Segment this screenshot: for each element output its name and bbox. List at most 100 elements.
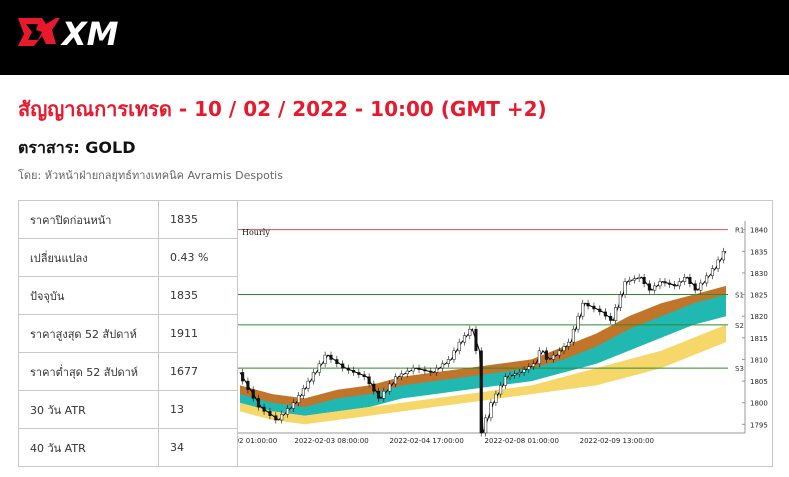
candle-body [317, 363, 321, 373]
candle-body [311, 372, 315, 382]
candle-body [352, 370, 356, 373]
candle-body [576, 315, 580, 330]
candle-body [246, 380, 250, 390]
x-tick-label: 2022-02-04 17:00:00 [389, 437, 463, 445]
candle-body [399, 373, 403, 378]
author-byline: โดย: หัวหน้าฝ่ายกลยุทธ์ทางเทคนิค Avramis… [18, 169, 283, 182]
stat-label: 40 วัน ATR [18, 428, 159, 467]
y-tick-label: 1805 [750, 378, 768, 386]
x-tick-label: 2022-02-03 08:00:00 [294, 437, 368, 445]
candle-body [474, 328, 478, 352]
candle-body [372, 383, 376, 392]
candle-body [376, 390, 381, 399]
stat-value: 1677 [158, 352, 238, 391]
candle-body [614, 307, 618, 321]
candle-body [531, 363, 536, 367]
candle-body [494, 393, 498, 403]
table-row: ปัจจุบัน 1835 [18, 276, 238, 315]
candle-body [362, 374, 366, 378]
y-tick-label: 1820 [750, 313, 768, 321]
candle-body [357, 372, 361, 375]
stat-value: 1835 [158, 276, 238, 315]
candle-body [598, 308, 602, 313]
level-label-s2: S2 [735, 322, 744, 330]
candle-body [537, 350, 541, 365]
candle-body [603, 311, 607, 317]
stats-table: ราคาปิดก่อนหน้า 1835 เปลี่ยนแปลง 0.43 % ปั… [18, 200, 238, 467]
candle-body [513, 373, 517, 376]
table-row: ราคาต่ำสุด 52 สัปดาห์ 1677 [18, 352, 238, 391]
table-row: เปลี่ยนแปลง 0.43 % [18, 238, 238, 277]
candle-body [280, 414, 284, 421]
x-tick-label: 2022-02-02 01:00:00 [238, 437, 277, 445]
stat-value: 0.43 % [158, 238, 238, 277]
candle-body [647, 283, 651, 291]
candle-body [429, 370, 433, 373]
table-row: ราคาสูงสุด 52 สัปดาห์ 1911 [18, 314, 238, 353]
candle-body [417, 367, 421, 370]
candle-body [462, 335, 467, 343]
y-tick-label: 1815 [750, 335, 768, 343]
table-row: ราคาปิดก่อนหน้า 1835 [18, 200, 238, 239]
candle-body [329, 354, 333, 360]
x-tick-label: 2022-02-09 13:00:00 [580, 437, 654, 445]
stat-label: ราคาสูงสุด 52 สัปดาห์ [18, 314, 159, 353]
candle-body [499, 385, 503, 395]
candle-body [618, 294, 622, 308]
candle-body [628, 279, 632, 282]
candle-body [581, 302, 585, 317]
stat-label: ราคาปิดก่อนหน้า [18, 200, 159, 239]
timeframe-label: Hourly [242, 228, 270, 237]
instrument-title: ตราสาร: GOLD [18, 138, 136, 157]
candle-body [693, 283, 697, 291]
candle-body [632, 278, 636, 281]
candle-body [335, 359, 339, 365]
candle-body [291, 402, 295, 409]
y-tick-label: 1835 [750, 248, 768, 256]
candle-body [623, 281, 627, 295]
candle-body [323, 354, 327, 365]
indicator-band-0 [240, 285, 726, 412]
candle-body [268, 411, 272, 416]
candle-body [658, 281, 662, 287]
candle-body [609, 315, 613, 321]
y-tick-label: 1800 [750, 400, 768, 408]
y-tick-label: 1825 [750, 292, 768, 300]
candle-body [522, 369, 526, 373]
candle-body [699, 282, 703, 291]
candle-body [382, 390, 386, 399]
level-label-s3: S3 [735, 365, 744, 373]
candle-body [241, 372, 245, 382]
xm-logo[interactable]: XM [16, 14, 136, 50]
candle-body [557, 350, 561, 356]
candle-body [551, 354, 555, 360]
candle-body [508, 375, 512, 378]
candle-body [479, 350, 483, 434]
candle-body [710, 268, 715, 277]
candle-body [452, 350, 456, 360]
candle-body [440, 363, 445, 369]
candle-body [677, 281, 681, 287]
candle-body [544, 350, 548, 360]
candle-body [688, 276, 692, 284]
page-title: สัญญาณการเทรด - 10 / 02 / 2022 - 10:00 (… [18, 97, 547, 121]
candle-body [567, 341, 571, 347]
candle-body [683, 276, 687, 282]
candle-body [721, 251, 725, 261]
table-row: 40 วัน ATR 34 [18, 428, 238, 467]
candle-body [346, 367, 350, 371]
candle-body [367, 376, 371, 385]
candle-body [592, 305, 596, 310]
price-chart-svg: R1 S1 S2 S3 1795 1800 1805 1810 1815 1820 1825 1830… [238, 221, 768, 445]
candle-body [405, 370, 409, 375]
x-tick-label: 2022-02-08 01:00:00 [485, 437, 559, 445]
candle-body [251, 389, 255, 399]
candle-body [517, 372, 521, 375]
candle-body [637, 276, 641, 279]
candle-body [256, 398, 261, 408]
candle-body [446, 359, 450, 365]
stat-label: เปลี่ยนแปลง [18, 238, 159, 277]
stat-value: 1911 [158, 314, 238, 353]
candle-body [285, 408, 290, 415]
candle-body [393, 376, 398, 385]
